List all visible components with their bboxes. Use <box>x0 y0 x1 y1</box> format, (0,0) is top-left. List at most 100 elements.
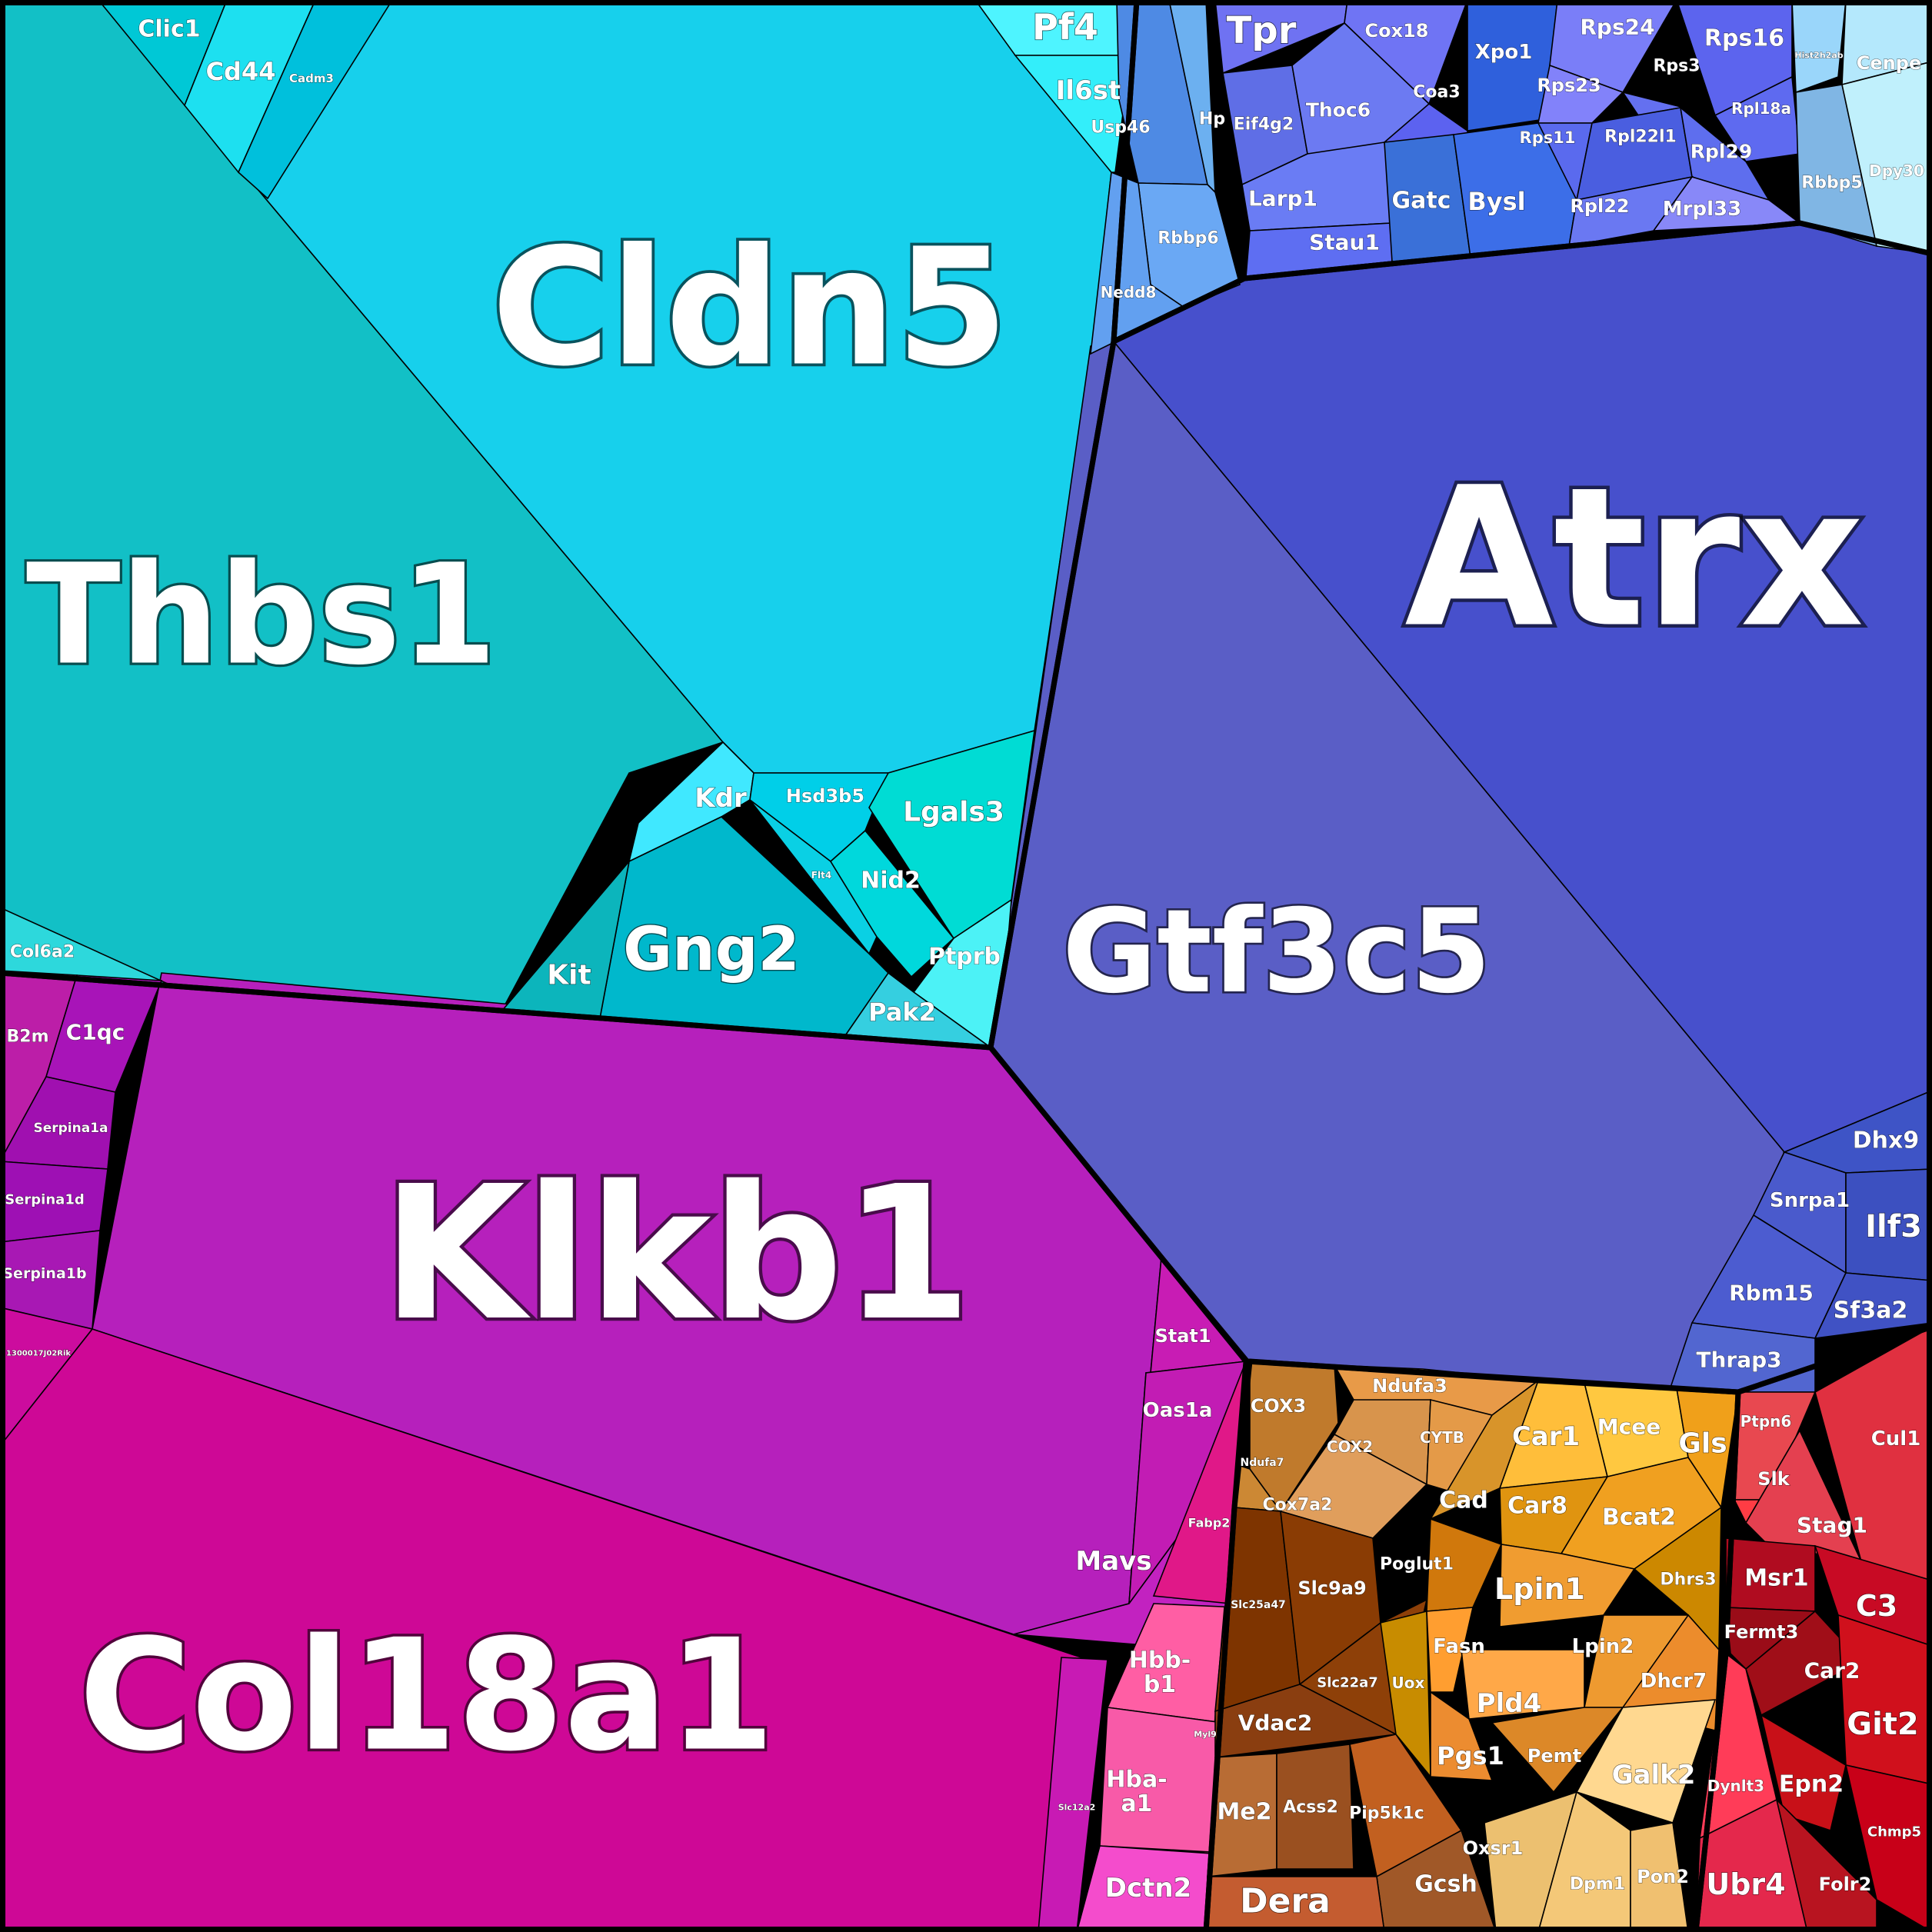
label-dpy30: Dpy30 <box>1869 162 1924 180</box>
cell-chmp5 <box>1844 1764 1932 1932</box>
label-coa3: Coa3 <box>1413 83 1460 102</box>
label-poglut1: Poglut1 <box>1380 1555 1454 1574</box>
label-pon2: Pon2 <box>1637 1866 1689 1887</box>
label-slc22a7: Slc22a7 <box>1317 1675 1378 1691</box>
label-kit: Kit <box>547 960 591 991</box>
cell-pgs1 <box>1430 1690 1494 1781</box>
label-mrpl33: Mrpl33 <box>1663 198 1741 221</box>
label-gatc: Gatc <box>1392 188 1451 215</box>
label-klkb1: Klkb1 <box>382 1146 972 1361</box>
label-thrap3: Thrap3 <box>1696 1347 1781 1373</box>
label-hp: Hp <box>1199 110 1225 129</box>
label-git2: Git2 <box>1847 1707 1919 1742</box>
label-epn2: Epn2 <box>1779 1771 1844 1798</box>
label-dctn2: Dctn2 <box>1105 1873 1192 1904</box>
cell-nid2 <box>829 829 955 978</box>
label-acss2: Acss2 <box>1283 1798 1338 1817</box>
label-ubr4: Ubr4 <box>1706 1867 1785 1901</box>
label-rbbp5: Rbbp5 <box>1801 174 1863 193</box>
label-pf4: Pf4 <box>1032 6 1098 48</box>
label-usp46: Usp46 <box>1091 118 1150 138</box>
label-col6a2: Col6a2 <box>10 943 75 962</box>
cell-lpin1 <box>1499 1544 1636 1627</box>
label-vdac2: Vdac2 <box>1238 1710 1313 1736</box>
label-xpo1: Xpo1 <box>1475 41 1533 64</box>
label-fermt3: Fermt3 <box>1724 1621 1799 1643</box>
label-stag1: Stag1 <box>1797 1513 1867 1538</box>
cell-dpm1 <box>1537 1790 1631 1932</box>
label-bysl: Bysl <box>1467 187 1525 216</box>
cell-cenpe <box>1841 0 1932 86</box>
label-pip5k1c: Pip5k1c <box>1349 1804 1424 1824</box>
label-serpina1d: Serpina1d <box>5 1192 84 1208</box>
label-msr1: Msr1 <box>1744 1565 1808 1592</box>
label-thoc6: Thoc6 <box>1306 99 1371 122</box>
label-uox: Uox <box>1392 1674 1425 1692</box>
cell-cadm3 <box>238 0 393 200</box>
cell-git2 <box>1837 1614 1932 1785</box>
label-stat1: Stat1 <box>1154 1325 1211 1347</box>
label-rbbp6: Rbbp6 <box>1158 229 1219 248</box>
label-rpl18a: Rpl18a <box>1731 99 1791 118</box>
label-oas1a: Oas1a <box>1143 1399 1213 1422</box>
label-fabp2: Fabp2 <box>1188 1516 1231 1531</box>
label-rps23: Rps23 <box>1537 75 1601 96</box>
label-c1qc: C1qc <box>66 1020 125 1045</box>
label-pld4: Pld4 <box>1477 1688 1542 1719</box>
label-pgs1: Pgs1 <box>1437 1741 1504 1770</box>
label-cad: Cad <box>1439 1487 1488 1514</box>
label-rps16: Rps16 <box>1704 25 1784 52</box>
label-cox7a2: Cox7a2 <box>1263 1496 1333 1515</box>
label-cox18: Cox18 <box>1365 20 1429 42</box>
label-cenpe: Cenpe <box>1857 52 1921 74</box>
cell-sf3a2 <box>1814 1272 1932 1339</box>
label-ptpn6: Ptpn6 <box>1740 1412 1792 1431</box>
label-nid2: Nid2 <box>861 868 921 894</box>
cell-dctn2 <box>1076 1845 1212 1932</box>
label-dhrs3: Dhrs3 <box>1660 1571 1716 1590</box>
label-oxsr1: Oxsr1 <box>1463 1837 1524 1859</box>
group-border-6 <box>1693 1324 1932 1932</box>
label-dynlt3: Dynlt3 <box>1707 1777 1764 1795</box>
label-slc25a47: Slc25a47 <box>1231 1599 1286 1611</box>
label-1300017j02rik: 1300017J02Rik <box>6 1350 71 1358</box>
cell-il6st <box>1014 55 1131 173</box>
label-slk: Slk <box>1757 1468 1790 1490</box>
label-slc9a9: Slc9a9 <box>1297 1577 1366 1599</box>
label-rpl22: Rpl22 <box>1570 195 1629 217</box>
label-cytb: CYTB <box>1420 1428 1464 1447</box>
label-thbs1: Thbs1 <box>26 535 497 696</box>
label-cadm3: Cadm3 <box>289 72 334 85</box>
cell-slc12a2 <box>1038 1657 1108 1932</box>
label-ilf3: Ilf3 <box>1865 1209 1922 1244</box>
cell-ilf3 <box>1845 1168 1932 1281</box>
label-galk2: Galk2 <box>1612 1760 1696 1790</box>
label-lpin1: Lpin1 <box>1494 1572 1585 1606</box>
label-hsd3b5: Hsd3b5 <box>786 785 864 807</box>
cell-hist2h2ab <box>1791 0 1847 94</box>
label-hist2h2ab: Hist2h2ab <box>1794 51 1843 61</box>
label-gls: Gls <box>1678 1428 1727 1460</box>
label-dhx9: Dhx9 <box>1853 1128 1919 1154</box>
label-hba-a1: Hba-a1 <box>1106 1766 1167 1817</box>
label-lpin2: Lpin2 <box>1572 1635 1634 1658</box>
label-serpina1a: Serpina1a <box>33 1121 108 1136</box>
label-cldn5: Cldn5 <box>491 214 1008 402</box>
label-col18a1: Col18a1 <box>78 1607 774 1786</box>
cell-1300017j02rik <box>0 1307 94 1447</box>
label-rps3: Rps3 <box>1653 57 1700 76</box>
label-tpr: Tpr <box>1227 9 1297 52</box>
label-sf3a2: Sf3a2 <box>1834 1297 1908 1324</box>
label-car8: Car8 <box>1507 1493 1567 1520</box>
label-rpl29: Rpl29 <box>1690 141 1753 163</box>
label-mavs: Mavs <box>1075 1546 1151 1577</box>
label-hbb-b1: Hbb-b1 <box>1129 1647 1191 1698</box>
cell-folr2 <box>1775 1797 1877 1932</box>
label-folr2: Folr2 <box>1819 1874 1872 1895</box>
label-il6st: Il6st <box>1056 75 1121 106</box>
label-cox2: COX2 <box>1327 1437 1373 1456</box>
label-snrpa1: Snrpa1 <box>1770 1189 1850 1212</box>
label-me2: Me2 <box>1217 1799 1271 1826</box>
